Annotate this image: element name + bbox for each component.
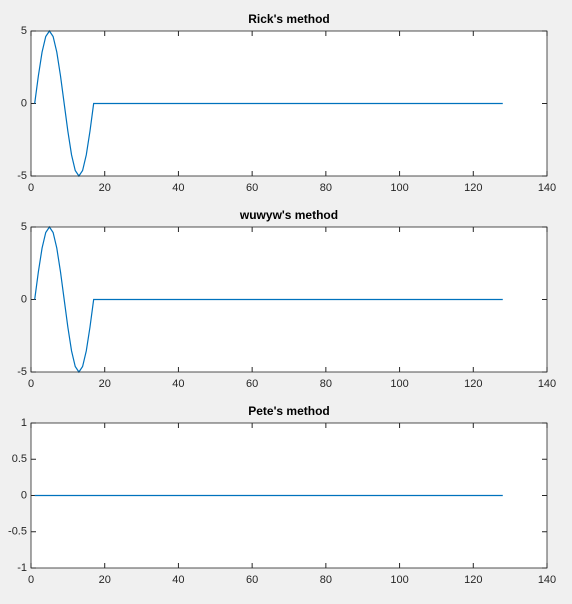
x-tick-label: 20 xyxy=(99,182,111,194)
x-tick-label: 60 xyxy=(246,182,258,194)
axes-frame xyxy=(30,422,548,569)
y-tick-label: 5 xyxy=(21,25,27,37)
chart-title: Rick's method xyxy=(248,12,330,26)
x-tick-label: 80 xyxy=(320,574,332,586)
x-tick-label: 80 xyxy=(320,182,332,194)
y-tick-label: 1 xyxy=(21,417,27,429)
x-tick-label: 40 xyxy=(172,378,184,390)
y-tick-label: 0 xyxy=(21,293,27,305)
x-tick-label: 120 xyxy=(464,182,482,194)
x-tick-label: 140 xyxy=(538,378,556,390)
data-line xyxy=(34,225,503,374)
y-tick-label: 0 xyxy=(21,489,27,501)
x-tick-label: 100 xyxy=(390,574,408,586)
axes-frame xyxy=(30,30,548,177)
x-tick-label: 20 xyxy=(99,574,111,586)
y-tick-label: 5 xyxy=(21,221,27,233)
x-tick-label: 120 xyxy=(464,378,482,390)
x-tick-label: 0 xyxy=(28,182,34,194)
y-tick-label: 0 xyxy=(21,97,27,109)
x-tick-label: 40 xyxy=(172,182,184,194)
x-tick-label: 60 xyxy=(246,378,258,390)
x-tick-label: 0 xyxy=(28,574,34,586)
axes-frame xyxy=(30,226,548,373)
x-tick-label: 120 xyxy=(464,574,482,586)
chart-title: wuwyw's method xyxy=(239,208,338,222)
y-tick-label: -1 xyxy=(17,562,27,574)
x-tick-label: 100 xyxy=(390,182,408,194)
y-tick-label: -0.5 xyxy=(8,526,27,538)
data-line xyxy=(34,29,503,178)
x-tick-label: 140 xyxy=(538,182,556,194)
chart-title: Pete's method xyxy=(248,404,330,418)
x-tick-label: 60 xyxy=(246,574,258,586)
x-tick-label: 20 xyxy=(99,378,111,390)
y-tick-label: -5 xyxy=(17,366,27,378)
x-tick-label: 0 xyxy=(28,378,34,390)
x-tick-label: 40 xyxy=(172,574,184,586)
x-tick-label: 100 xyxy=(390,378,408,390)
y-tick-label: -5 xyxy=(17,170,27,182)
x-tick-label: 80 xyxy=(320,378,332,390)
x-tick-label: 140 xyxy=(538,574,556,586)
y-tick-label: 0.5 xyxy=(12,453,27,465)
